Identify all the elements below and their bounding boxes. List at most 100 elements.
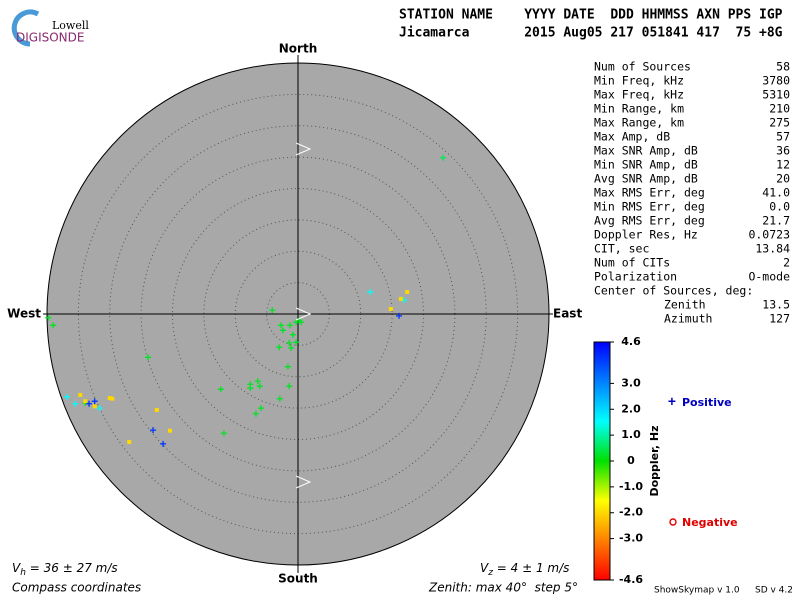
stat-value: 2 (783, 256, 790, 270)
stat-label: Num of CITs (594, 256, 670, 270)
source-negative (110, 396, 115, 401)
center-title: Center of Sources, deg: (594, 284, 753, 298)
source-positive (396, 312, 403, 319)
source-positive (289, 331, 296, 338)
source-positive (91, 398, 98, 405)
stat-label: Max Freq, kHz (594, 88, 684, 102)
stat-value: 20 (776, 172, 790, 186)
stat-value: 5310 (762, 88, 790, 102)
colorbar-tick-label: 4.6 (621, 335, 641, 348)
stats: Num of Sources 58 Min Freq, kHz 3780 Max Fre… (594, 60, 790, 326)
source-positive (45, 314, 52, 321)
stat-label: Min RMS Err, deg (594, 200, 705, 214)
header-labels: STATION NAME YYYY DATE DDD HHMMSS AXN PP… (399, 8, 783, 23)
source-positive (252, 410, 259, 417)
source-positive (276, 344, 283, 351)
colorbar-tick-label: 1.0 (621, 428, 641, 441)
west-label: West (7, 307, 41, 321)
source-positive (254, 378, 261, 385)
vh-text: = 36 ± 27 m/s (26, 561, 118, 575)
source-positive (256, 383, 263, 390)
source-positive (298, 319, 305, 326)
stat-label: Max SNR Amp, dB (594, 144, 698, 158)
colorbar-tick-label: -2.0 (619, 506, 643, 519)
source-positive (96, 405, 103, 412)
source-positive (439, 154, 446, 161)
source-positive (367, 289, 374, 296)
coords-note: Compass coordinates (12, 581, 141, 595)
stat-value: 58 (776, 60, 790, 74)
source-negative (83, 399, 88, 404)
source-positive (286, 383, 293, 390)
source-negative (92, 404, 97, 409)
colorbar-tick-label: 3.0 (621, 376, 641, 389)
stat-label: Max RMS Err, deg (594, 186, 705, 200)
north-label: North (279, 42, 317, 56)
source-positive (145, 354, 152, 361)
source-positive (293, 339, 300, 346)
source-positive (286, 322, 293, 329)
source-negative (107, 396, 112, 401)
colorbar-tick-label: -4.6 (619, 573, 643, 586)
stat-label: Avg RMS Err, deg (594, 214, 705, 228)
source-positive (150, 427, 157, 434)
source-positive (160, 440, 167, 447)
vz-symbol: V (480, 561, 489, 575)
source-positive (247, 385, 254, 392)
stat-value: 21.7 (762, 214, 790, 228)
stat-value: 210 (769, 102, 790, 116)
source-positive (217, 386, 224, 393)
stat-label: Avg SNR Amp, dB (594, 172, 698, 186)
source-positive (257, 405, 264, 412)
source-positive (286, 339, 293, 346)
arrow-marker (295, 142, 312, 156)
vh-sub: h (20, 568, 26, 578)
vz-text: = 4 ± 1 m/s (493, 561, 569, 575)
stat-label: Max Amp, dB (594, 130, 670, 144)
colorbar-tick-label: 0 (627, 454, 635, 467)
colorbar (593, 341, 611, 581)
source-negative (78, 392, 83, 397)
polar-plot: North South West East (7, 42, 582, 586)
vh-symbol: V (12, 561, 21, 575)
colorbar-label: Doppler, Hz (648, 425, 661, 496)
center-value: 13.5 (762, 298, 790, 312)
source-positive (269, 307, 276, 314)
legend-positive: Positive (682, 396, 732, 409)
south-label: South (278, 572, 318, 586)
colorbar-tick-label: -3.0 (619, 532, 643, 545)
source-positive (50, 322, 57, 329)
sd-version: SD v 4.2 (755, 586, 793, 596)
stat-value: 13.84 (755, 242, 790, 256)
stat-label: Min Freq, kHz (594, 74, 684, 88)
source-negative (405, 290, 410, 295)
source-positive (86, 400, 93, 407)
stat-value: 57 (776, 130, 790, 144)
vh: Vh = 36 ± 27 m/s (12, 561, 118, 578)
source-positive (284, 363, 291, 370)
source-positive (64, 393, 71, 400)
center-label: Azimuth (664, 312, 712, 326)
logo-bottom: DIGISONDE (16, 31, 84, 45)
center-label: Zenith (664, 298, 706, 312)
source-positive (279, 327, 286, 334)
legend-symbol (669, 518, 677, 526)
source-positive (72, 400, 79, 407)
stat-label: Min Range, km (594, 102, 684, 116)
stat-value: 41.0 (762, 186, 790, 200)
zenith-note: Zenith: max 40° step 5° (428, 581, 578, 595)
header-values: Jicamarca 2015 Aug05 217 051841 417 75 +… (399, 26, 783, 41)
logo-top: Lowell (52, 19, 89, 32)
source-positive (288, 344, 295, 351)
arrow-marker (295, 475, 312, 489)
vz-sub: z (487, 568, 493, 578)
legend-negative: Negative (682, 516, 738, 529)
colorbar-tick-label: -1.0 (619, 480, 643, 493)
arrow-marker (295, 307, 312, 321)
source-positive (276, 395, 283, 402)
stat-label: Polarization (594, 270, 677, 284)
source-negative (388, 306, 393, 311)
stat-value: 0.0 (769, 200, 790, 214)
stat-label: Num of Sources (594, 60, 691, 74)
